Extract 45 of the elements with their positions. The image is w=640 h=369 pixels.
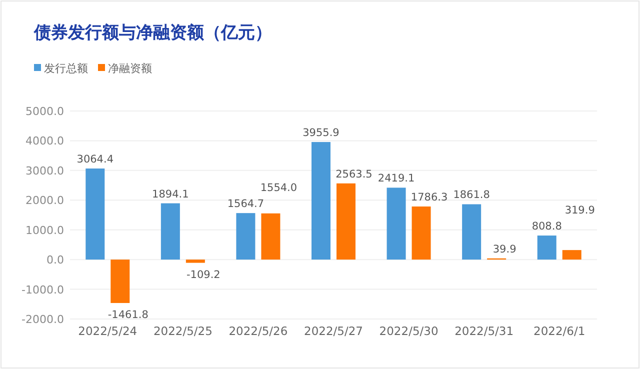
data-label: -1461.8 bbox=[108, 309, 148, 322]
bar bbox=[160, 203, 180, 260]
bar bbox=[537, 236, 556, 260]
y-tick-label: 2000.0 bbox=[26, 194, 64, 208]
x-tick-label: 2022/5/26 bbox=[228, 324, 288, 338]
y-tick-label: 4000.0 bbox=[26, 134, 64, 148]
x-tick-label: 2022/6/1 bbox=[534, 324, 586, 338]
bar bbox=[562, 250, 582, 260]
data-label: 808.8 bbox=[532, 220, 562, 233]
y-tick-label: 0.0 bbox=[46, 254, 64, 267]
y-tick-label: 5000.0 bbox=[26, 105, 64, 118]
y-tick-label: 1000.0 bbox=[26, 224, 64, 237]
bar bbox=[110, 260, 130, 304]
y-tick-label: -2000.0 bbox=[22, 313, 64, 326]
x-tick-label: 2022/5/25 bbox=[153, 324, 212, 338]
bar bbox=[261, 213, 280, 260]
bar bbox=[386, 188, 406, 260]
x-tick-label: 2022/5/24 bbox=[78, 324, 138, 338]
data-label: 1894.1 bbox=[152, 188, 189, 200]
data-label: 1786.3 bbox=[410, 191, 448, 204]
data-label: 3955.9 bbox=[302, 127, 340, 140]
bar bbox=[312, 142, 330, 260]
data-label: 1861.8 bbox=[453, 189, 490, 202]
data-label: 319.9 bbox=[564, 204, 595, 217]
bar bbox=[236, 213, 256, 260]
data-label: 1564.7 bbox=[227, 198, 264, 210]
bar bbox=[412, 206, 431, 260]
data-label: 1554.0 bbox=[260, 182, 298, 194]
y-tick-label: -1000.0 bbox=[22, 283, 64, 296]
bar bbox=[336, 183, 356, 260]
x-tick-label: 2022/5/30 bbox=[379, 324, 438, 338]
y-tick-label: 3000.0 bbox=[26, 164, 64, 178]
data-label: 2563.5 bbox=[336, 168, 372, 180]
bar bbox=[86, 168, 105, 260]
data-label: 3064.4 bbox=[76, 154, 114, 166]
chart-title: 债券发行额与净融资额（亿元） bbox=[33, 23, 272, 43]
x-tick-label: 2022/5/27 bbox=[304, 324, 363, 338]
data-label: 2419.1 bbox=[378, 172, 415, 185]
legend-label: 发行总额 bbox=[44, 62, 88, 75]
bar bbox=[186, 260, 205, 263]
legend-label: 净融资额 bbox=[108, 62, 152, 75]
bar bbox=[462, 204, 482, 260]
data-label: 39.9 bbox=[492, 243, 516, 256]
data-label: -109.2 bbox=[186, 268, 220, 281]
x-tick-label: 2022/5/31 bbox=[454, 324, 514, 338]
